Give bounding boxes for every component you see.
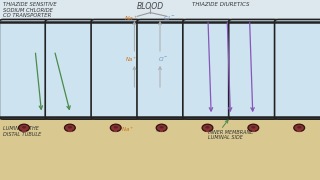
FancyBboxPatch shape <box>45 19 94 119</box>
Ellipse shape <box>159 126 164 129</box>
Text: Cl$^-$: Cl$^-$ <box>155 126 165 134</box>
Text: INNER MEMBRANE
LUMINAL SIDE: INNER MEMBRANE LUMINAL SIDE <box>208 130 253 140</box>
Text: Cl$^-$: Cl$^-$ <box>158 55 169 63</box>
FancyBboxPatch shape <box>91 19 140 119</box>
Text: Cl$^-$: Cl$^-$ <box>164 14 176 22</box>
Ellipse shape <box>251 126 255 129</box>
Ellipse shape <box>114 126 118 129</box>
Bar <box>68 129 72 132</box>
Text: THIAZIDE SENSITIVE
SODIUM CHLORIDE
CO TRANSPORTER: THIAZIDE SENSITIVE SODIUM CHLORIDE CO TR… <box>3 2 57 18</box>
Text: LUMIN OF THE
DISTAL TUBULE: LUMIN OF THE DISTAL TUBULE <box>3 126 42 137</box>
Ellipse shape <box>19 124 29 131</box>
Ellipse shape <box>248 124 259 131</box>
Text: Na$^+$: Na$^+$ <box>121 125 135 134</box>
Bar <box>0 0 320 117</box>
Text: THIAZIDE DIURETICS: THIAZIDE DIURETICS <box>192 2 250 7</box>
Ellipse shape <box>294 124 305 131</box>
Ellipse shape <box>22 126 26 129</box>
Ellipse shape <box>297 126 301 129</box>
Text: Na$^+$: Na$^+$ <box>125 55 138 64</box>
Ellipse shape <box>202 124 213 131</box>
Ellipse shape <box>68 126 72 129</box>
FancyBboxPatch shape <box>229 19 278 119</box>
Bar <box>298 129 301 132</box>
Ellipse shape <box>156 124 167 131</box>
Bar <box>0 117 320 180</box>
Ellipse shape <box>205 126 210 129</box>
Bar <box>114 129 117 132</box>
Bar <box>206 129 209 132</box>
Ellipse shape <box>110 124 121 131</box>
Text: BLOOD: BLOOD <box>137 2 164 11</box>
Ellipse shape <box>64 124 75 131</box>
Text: Na$^+$: Na$^+$ <box>124 14 139 23</box>
FancyBboxPatch shape <box>183 19 232 119</box>
FancyBboxPatch shape <box>137 19 186 119</box>
FancyBboxPatch shape <box>275 19 320 119</box>
Bar <box>160 129 163 132</box>
FancyBboxPatch shape <box>0 19 49 119</box>
Bar <box>252 129 255 132</box>
Bar <box>22 129 26 132</box>
